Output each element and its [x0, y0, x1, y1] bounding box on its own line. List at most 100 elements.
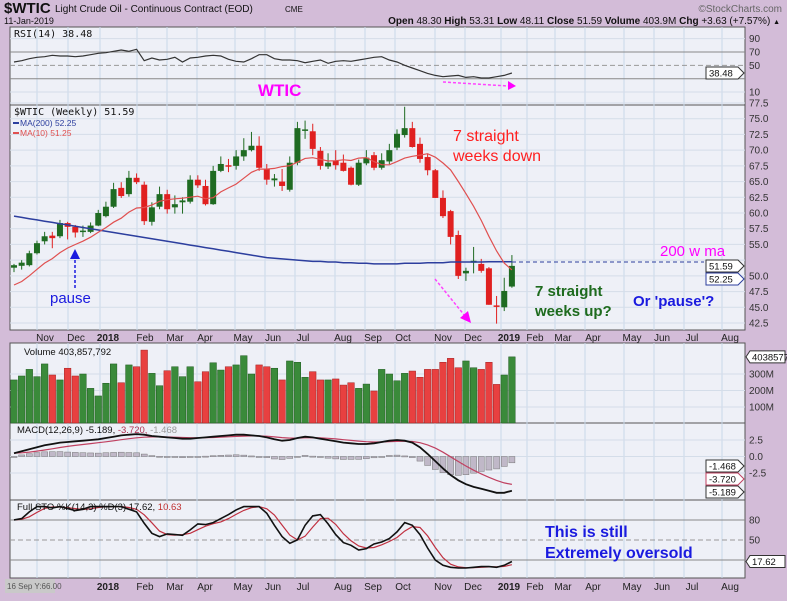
volume-bar: [87, 388, 95, 424]
month-label-bottom: May: [234, 582, 253, 593]
volume-bar: [508, 356, 516, 424]
candle-body: [348, 167, 355, 185]
macd-histogram-bar: [140, 453, 148, 457]
price-arrowhead-icon: [460, 311, 471, 323]
candle-body: [309, 131, 316, 149]
volume-bar: [431, 369, 439, 424]
volume-bar: [217, 369, 225, 424]
sto-tick-label: 80: [749, 515, 761, 526]
date: 11-Jan-2019: [4, 16, 54, 26]
macd-histogram-bar: [378, 456, 385, 458]
price-tick-label: 62.5: [749, 193, 769, 204]
macd-histogram-bar: [41, 451, 48, 457]
price-tick-label: 50.0: [749, 271, 769, 282]
candle-body: [187, 179, 194, 202]
volume-bar: [178, 376, 187, 424]
volume-bar: [224, 366, 233, 424]
rsi-arrowhead-icon: [508, 81, 516, 90]
candle-body: [248, 145, 255, 151]
macd-histogram-bar: [95, 452, 102, 457]
macd-value-tag: -5.189: [709, 488, 736, 499]
annotation-weeks-up-1: 7 straight: [535, 283, 603, 300]
rsi-label: RSI(14) 38.48: [14, 29, 92, 40]
macd-histogram-bar: [33, 452, 41, 457]
volume-bar: [393, 380, 401, 424]
candle-body: [271, 178, 278, 181]
candle-body: [133, 177, 140, 183]
macd-value: MACD(12,26,9) -5.189,: [17, 425, 115, 436]
month-label: Dec: [67, 333, 85, 344]
volume-bar: [33, 376, 41, 424]
macd-histogram-bar: [447, 456, 454, 475]
volume-bar: [493, 384, 501, 424]
cursor-readout-box: [5, 579, 55, 593]
macd-histogram-bar: [171, 456, 179, 458]
macd-hist-tag-box: [705, 459, 745, 473]
candle-body: [240, 150, 247, 157]
month-label: May: [623, 333, 642, 344]
volume-bar: [232, 364, 240, 424]
month-label-bottom: Aug: [721, 582, 739, 593]
macd-histogram-bar: [271, 456, 278, 460]
pause-arrowhead-icon: [70, 249, 80, 259]
volume-value-tag: 403857792: [752, 352, 787, 363]
quote-line: Open 48.30 High 53.31 Low 48.11 Close 51…: [388, 16, 780, 27]
macd-histogram-bar: [79, 452, 87, 457]
volume-bar: [64, 367, 72, 424]
volume-bar: [247, 373, 256, 424]
volume-bar: [485, 362, 493, 424]
volume-bar: [477, 369, 485, 424]
rsi-line: [13, 48, 513, 79]
macd-hist-tag: -1.468: [709, 462, 736, 473]
month-label: 2019: [498, 333, 521, 344]
rsi-divergence-arrow: [442, 81, 509, 87]
volume-bar: [194, 381, 202, 424]
month-label: Feb: [136, 333, 154, 344]
macd-signal-tag-box: [705, 472, 745, 486]
sto-k-value: Full STO %K(14,3) %D(3) 17.62,: [17, 502, 155, 513]
annotation-oversold-2: Extremely oversold: [545, 545, 693, 562]
month-label: Aug: [334, 333, 352, 344]
close-value: 51.59: [577, 16, 602, 27]
month-label: 2018: [97, 333, 120, 344]
volume-bar: [416, 377, 424, 424]
macd-histogram-bar: [478, 456, 485, 472]
rsi-tick-label: 70: [749, 48, 761, 59]
volume-bar: [71, 375, 79, 424]
rsi-tick-label: 50: [749, 61, 761, 72]
candle-body: [363, 157, 370, 164]
ma200-value-tag-box: [705, 272, 745, 286]
macd-histogram-bar: [10, 456, 18, 458]
macd-histogram-bar: [301, 455, 309, 457]
macd-histogram-bar: [232, 454, 240, 457]
volume-bar: [148, 373, 156, 424]
annotation-pause: pause: [50, 290, 91, 307]
volume-bar: [209, 362, 217, 424]
sto-tick-label: 50: [749, 535, 761, 546]
annotation-weeks-down-1: 7 straight: [453, 128, 519, 145]
candle-body: [416, 143, 423, 159]
candle-body: [455, 235, 462, 276]
open-value: 48.30: [416, 16, 441, 27]
rsi-tick-label: 10: [749, 88, 761, 99]
month-label: Jul: [686, 333, 699, 344]
macd-signal-tag: -3.720: [709, 475, 736, 486]
candle-body: [217, 163, 224, 171]
macd-panel: [9, 422, 746, 501]
chg-value: +3.63 (+7.57%): [701, 16, 770, 27]
month-label-bottom: Jul: [686, 582, 699, 593]
volume-bar: [140, 349, 148, 424]
candle-body: [110, 189, 117, 207]
candle-body: [49, 235, 56, 239]
candle-body: [279, 181, 286, 186]
month-label-bottom: 2018: [97, 582, 120, 593]
volume-bar: [201, 371, 210, 424]
macd-histogram-bar: [332, 456, 339, 460]
price-value-tag-box: [705, 259, 745, 273]
volume-bar: [286, 360, 294, 424]
candle-body: [33, 243, 40, 254]
volume-bar: [10, 379, 18, 424]
month-label-bottom: Aug: [334, 582, 352, 593]
volume-bar: [240, 355, 248, 424]
